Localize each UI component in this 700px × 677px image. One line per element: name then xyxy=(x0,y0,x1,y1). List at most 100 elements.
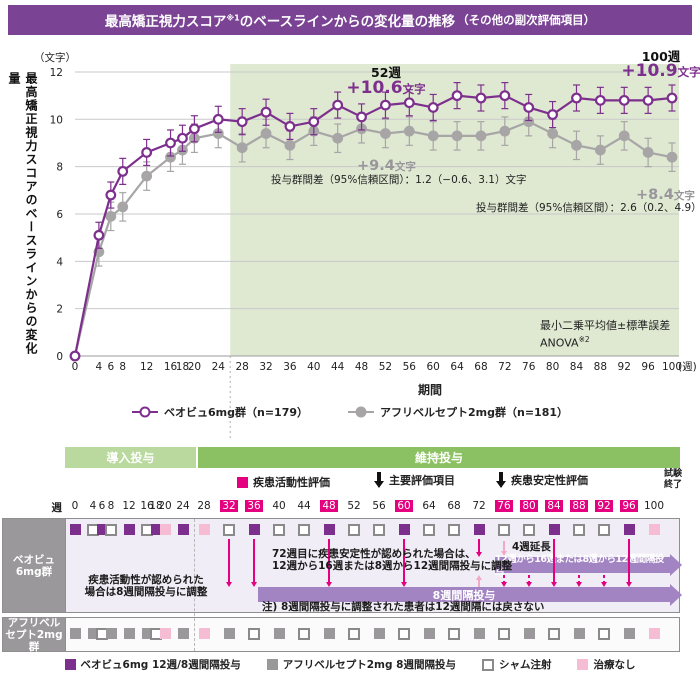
treatment-square-sham xyxy=(373,524,385,536)
treatment-square-sham xyxy=(348,628,360,640)
data-point xyxy=(236,142,248,154)
treatment-square-afl xyxy=(177,628,189,639)
legend-item-beovu: ベオビュ6mg群（n=179） xyxy=(132,404,308,420)
optional-dose-arrow xyxy=(576,575,583,587)
y-tick-label: 6 xyxy=(56,209,63,221)
x-tick-label: 8 xyxy=(119,361,126,373)
week-number: 80 xyxy=(520,500,538,512)
x-tick-label: 64 xyxy=(450,361,464,373)
treatment-square-sham xyxy=(248,628,260,640)
data-point xyxy=(380,99,391,111)
treatment-square-none xyxy=(198,628,210,639)
x-tick-label: 16 xyxy=(164,361,178,373)
x-tick-label: 44 xyxy=(331,361,345,373)
milestone-trial-end: 試験 終了 xyxy=(663,469,682,490)
treatment-square-beovu xyxy=(150,524,162,535)
week-number: 18 xyxy=(149,500,163,512)
week-number: 84 xyxy=(545,500,563,512)
x-tick-label: 36 xyxy=(283,361,297,373)
data-point xyxy=(547,109,558,120)
legend-no-treatment: 治療なし xyxy=(577,657,635,672)
x-tick-label: 0 xyxy=(72,361,79,373)
treatment-square-sham xyxy=(398,628,410,640)
phase-band-maintenance: 維持投与 xyxy=(198,447,680,468)
week-number: 64 xyxy=(422,500,436,512)
data-point xyxy=(260,106,272,118)
y-tick-label: 8 xyxy=(56,162,63,174)
data-point xyxy=(188,123,200,135)
treatment-square-afl xyxy=(123,628,135,639)
legend-item-aflibercept: アフリベルセプト2mg群（n=181） xyxy=(348,404,568,420)
data-point xyxy=(212,113,224,125)
treatment-square-beovu xyxy=(248,524,260,535)
week-number: 20 xyxy=(158,500,172,512)
x-tick-label: 52 xyxy=(379,361,392,373)
dose-adjust-arrow xyxy=(401,539,408,587)
week-number: 100 xyxy=(643,500,665,512)
week-number: 68 xyxy=(447,500,461,512)
week-number: 56 xyxy=(372,500,386,512)
y-tick-label: 4 xyxy=(56,256,63,268)
data-point xyxy=(594,94,606,106)
week-number: 24 xyxy=(176,500,190,512)
data-point xyxy=(427,130,439,142)
phase-band-induction: 導入投与 xyxy=(65,447,196,468)
treatment-square-afl xyxy=(105,628,117,639)
phase-divider-line xyxy=(194,519,195,651)
optional-dose-arrow xyxy=(501,575,508,587)
week-number: 36 xyxy=(245,500,263,512)
optional-dose-arrow xyxy=(601,575,608,587)
dose-adjust-arrow xyxy=(626,539,633,587)
treatment-square-afl xyxy=(323,628,335,639)
week-number: 60 xyxy=(395,500,413,512)
treatment-square-sham xyxy=(298,628,310,640)
data-point xyxy=(236,116,248,128)
data-point xyxy=(618,130,630,142)
data-point xyxy=(141,170,153,182)
data-point xyxy=(69,350,81,362)
data-point xyxy=(642,147,654,158)
treatment-square-sham xyxy=(423,524,435,536)
treatment-square-beovu xyxy=(548,524,560,535)
dose-adjust-arrow xyxy=(226,539,233,587)
chart-legend: ベオビュ6mg群（n=179） アフリベルセプト2mg群（n=181） xyxy=(0,404,700,420)
legend-aflibercept-dose: アフリベルセプト2mg 8週間隔投与 xyxy=(266,657,456,672)
data-point xyxy=(105,189,117,201)
week-number: 8 xyxy=(107,500,115,512)
treatment-square-sham xyxy=(573,524,585,536)
title-bar: 最高矯正視力スコア※1のベースラインからの変化量の推移 （その他の副次評価項目） xyxy=(8,5,692,35)
data-point xyxy=(475,92,487,104)
data-point xyxy=(117,201,129,213)
week-number: 92 xyxy=(595,500,613,512)
data-point xyxy=(571,92,582,104)
data-point xyxy=(105,210,117,222)
week-number: 96 xyxy=(620,500,638,512)
interval-return-arrow xyxy=(476,575,483,587)
data-point xyxy=(117,165,129,177)
treatment-square-sham xyxy=(498,628,510,640)
x-tick-label: 60 xyxy=(427,361,440,373)
no-treatment-square-icon xyxy=(577,659,589,670)
data-point xyxy=(403,97,415,109)
data-point xyxy=(284,139,296,151)
treatment-square-sham xyxy=(448,628,460,640)
week-number: 4 xyxy=(89,500,97,512)
down-arrow-icon xyxy=(496,472,506,488)
treatment-legend: ベオビュ6mg 12週/8週間隔投与 アフリベルセプト2mg 8週間隔投与 シャ… xyxy=(0,657,700,672)
y-axis-label: 最高矯正視力スコアのベースラインからの変化量 xyxy=(7,72,38,356)
x-tick-label: 6 xyxy=(107,361,114,373)
treatment-square-afl xyxy=(573,628,585,639)
treatment-square-none xyxy=(159,628,171,639)
x-tick-label: 72 xyxy=(498,361,511,373)
treatment-square-sham xyxy=(273,524,285,536)
y-tick-label: 2 xyxy=(56,304,63,316)
x-tick-label: 28 xyxy=(235,361,248,373)
x-tick-label: 100 xyxy=(662,361,682,373)
week-axis-label: 週 xyxy=(51,502,63,514)
treatment-square-beovu xyxy=(398,524,410,535)
schedule-row-aflibercept: アフリベルセプト2mg群 xyxy=(2,617,680,653)
x-tick-label: 32 xyxy=(259,361,272,373)
interval-bar-q8w: 8週間隔投与 xyxy=(258,587,670,602)
legend-sham: シャム注射 xyxy=(481,657,551,672)
